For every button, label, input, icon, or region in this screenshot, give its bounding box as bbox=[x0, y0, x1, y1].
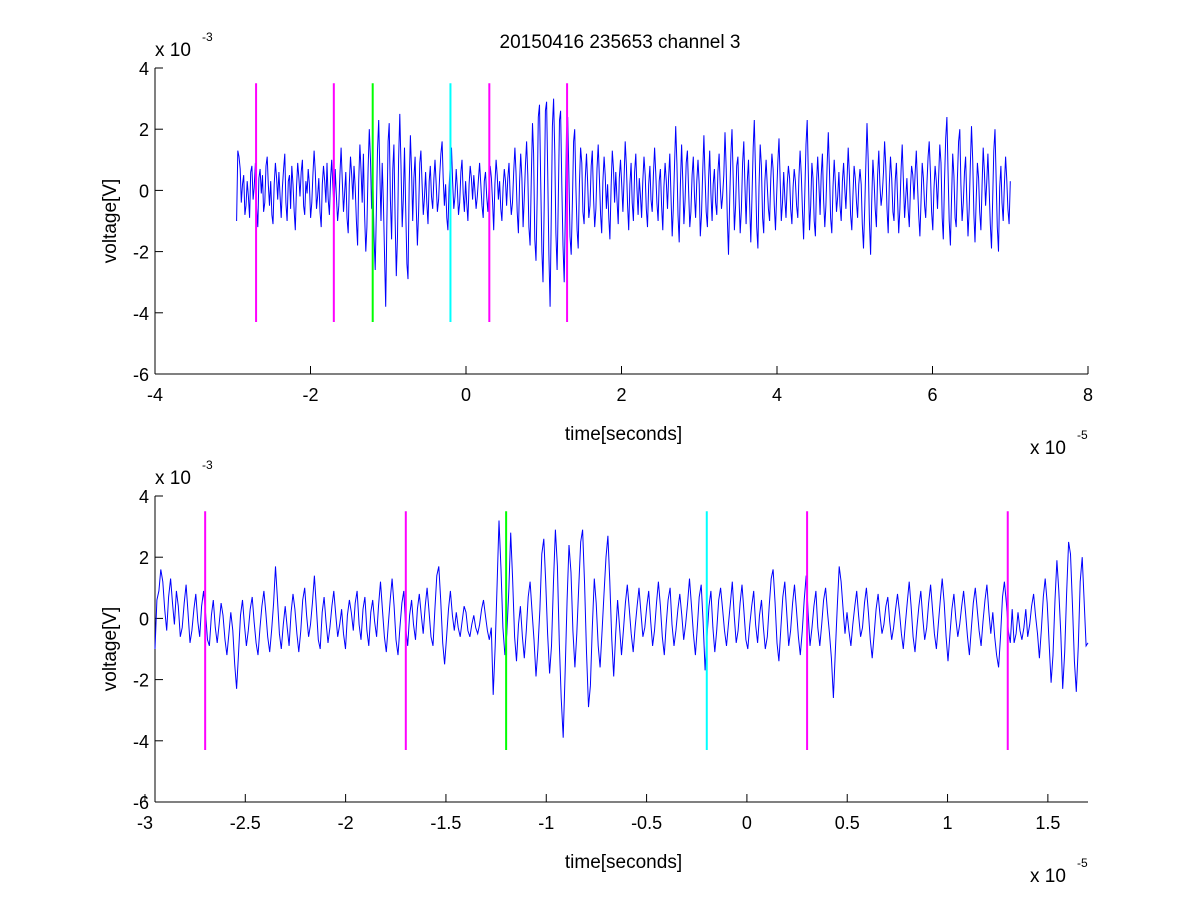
x-tick-label: -2.5 bbox=[230, 813, 261, 833]
x-tick-label: -3 bbox=[137, 813, 153, 833]
y-tick-label: -4 bbox=[133, 732, 149, 752]
signal-series-line bbox=[236, 98, 1011, 307]
x-tick-label: 0 bbox=[461, 385, 471, 405]
x-exponent-label: x 10 bbox=[1030, 438, 1066, 459]
y-tick-label: 0 bbox=[139, 609, 149, 629]
x-tick-label: -1.5 bbox=[430, 813, 461, 833]
x-tick-label: -0.5 bbox=[631, 813, 662, 833]
y-tick-label: -6 bbox=[133, 793, 149, 813]
y-tick-label: 4 bbox=[139, 59, 149, 79]
x-tick-label: 0 bbox=[742, 813, 752, 833]
y-tick-label: 2 bbox=[139, 548, 149, 568]
y-axis-label: voltage[V] bbox=[100, 179, 121, 264]
x-tick-label: 4 bbox=[772, 385, 782, 405]
x-tick-label: 1.5 bbox=[1035, 813, 1060, 833]
x-tick-label: -1 bbox=[538, 813, 554, 833]
x-exponent-power: -5 bbox=[1077, 428, 1088, 442]
x-exponent-power: -5 bbox=[1077, 856, 1088, 870]
top-plot: -4 -2 0 2 4 6 8-6-4-2024time[seconds]voltage[V… bbox=[100, 30, 1093, 459]
y-exponent-power: -3 bbox=[202, 30, 213, 44]
x-tick-label: 2 bbox=[616, 385, 626, 405]
figure-title: 20150416 235653 channel 3 bbox=[500, 32, 741, 53]
y-axis-label: voltage[V] bbox=[100, 607, 121, 692]
x-tick-label: 6 bbox=[927, 385, 937, 405]
y-tick-label: -2 bbox=[133, 671, 149, 691]
y-tick-label: -4 bbox=[133, 304, 149, 324]
x-tick-label: -2 bbox=[302, 385, 318, 405]
x-tick-label: -2 bbox=[338, 813, 354, 833]
y-tick-label: 2 bbox=[139, 120, 149, 140]
y-exponent-power: -3 bbox=[202, 458, 213, 472]
x-tick-label: 8 bbox=[1083, 385, 1093, 405]
bottom-plot: -3 -2.5 -2 -1.5 -1 -0.5 0 0.5 1 1.5 -6 -4 -2 0 2 4 time[… bbox=[100, 458, 1089, 887]
x-tick-label: 0.5 bbox=[835, 813, 860, 833]
x-tick-label: 1 bbox=[943, 813, 953, 833]
y-exponent-label: x 10 bbox=[155, 468, 191, 489]
signal-series-line bbox=[154, 520, 1089, 738]
x-tick-label: -4 bbox=[147, 385, 163, 405]
y-tick-label: -6 bbox=[133, 365, 149, 385]
y-exponent-label: x 10 bbox=[155, 40, 191, 61]
y-tick-label: 0 bbox=[139, 181, 149, 201]
x-axis-label: time[seconds] bbox=[565, 424, 682, 445]
x-axis-label: time[seconds] bbox=[565, 852, 682, 873]
y-tick-label: 4 bbox=[139, 487, 149, 507]
y-tick-label: -2 bbox=[133, 243, 149, 263]
x-exponent-label: x 10 bbox=[1030, 866, 1066, 887]
